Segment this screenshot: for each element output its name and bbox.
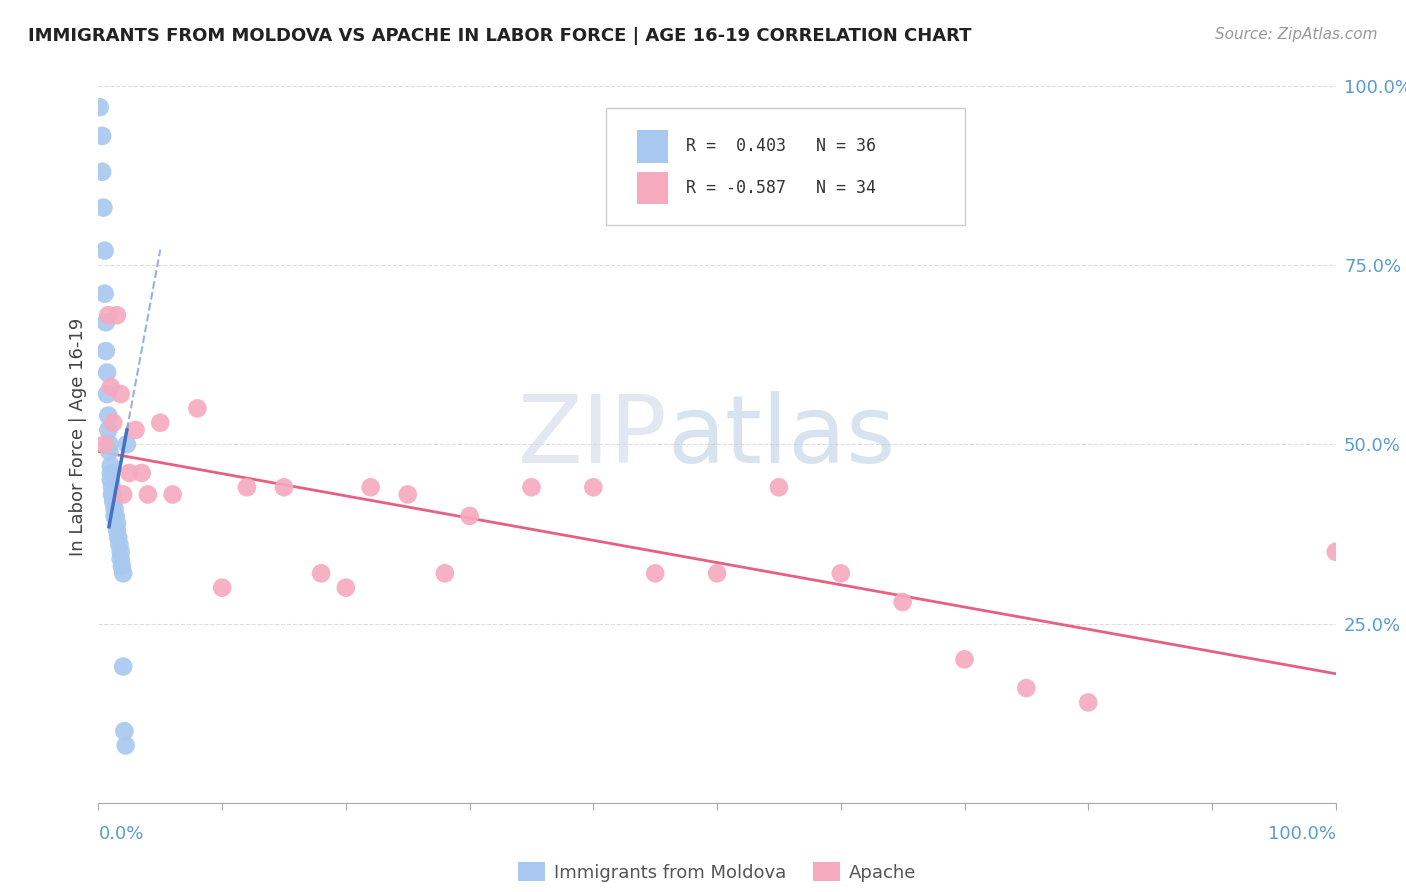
Point	[211, 581, 233, 595]
Text: 100.0%: 100.0%	[1268, 825, 1336, 843]
Point	[110, 552, 132, 566]
Point	[103, 487, 125, 501]
Point	[107, 531, 129, 545]
Point	[103, 508, 125, 523]
Point	[953, 652, 976, 666]
Point	[110, 545, 132, 559]
Text: R =  0.403   N = 36: R = 0.403 N = 36	[686, 137, 876, 155]
Point	[96, 366, 118, 380]
Point	[97, 308, 120, 322]
Point	[100, 473, 122, 487]
Point	[644, 566, 666, 581]
Point	[136, 487, 159, 501]
Point	[111, 559, 134, 574]
Point	[309, 566, 332, 581]
Point	[458, 508, 481, 523]
Point	[103, 501, 125, 516]
Text: IMMIGRANTS FROM MOLDOVA VS APACHE IN LABOR FORCE | AGE 16-19 CORRELATION CHART: IMMIGRANTS FROM MOLDOVA VS APACHE IN LAB…	[28, 27, 972, 45]
Legend: Immigrants from Moldova, Apache: Immigrants from Moldova, Apache	[510, 855, 924, 888]
Point	[360, 480, 382, 494]
Point	[891, 595, 914, 609]
Point	[105, 308, 128, 322]
Point	[98, 437, 121, 451]
Point	[582, 480, 605, 494]
Point	[93, 244, 115, 258]
Point	[91, 165, 114, 179]
Point	[103, 494, 125, 508]
FancyBboxPatch shape	[606, 108, 965, 225]
Point	[1015, 681, 1038, 695]
Point	[94, 344, 117, 359]
Point	[273, 480, 295, 494]
Point	[112, 724, 135, 739]
Point	[96, 387, 118, 401]
Point	[91, 128, 114, 143]
Point	[335, 581, 357, 595]
Point	[112, 659, 135, 673]
Point	[131, 466, 153, 480]
Y-axis label: In Labor Force | Age 16-19: In Labor Force | Age 16-19	[69, 318, 87, 557]
Point	[236, 480, 259, 494]
Point	[93, 286, 115, 301]
FancyBboxPatch shape	[637, 171, 668, 204]
Point	[101, 487, 124, 501]
Text: ZIP: ZIP	[517, 391, 668, 483]
Point	[706, 566, 728, 581]
Point	[103, 416, 125, 430]
Point	[101, 480, 124, 494]
Point	[100, 380, 122, 394]
Point	[104, 508, 127, 523]
Point	[98, 444, 121, 458]
Point	[110, 387, 132, 401]
Point	[97, 423, 120, 437]
Text: Source: ZipAtlas.com: Source: ZipAtlas.com	[1215, 27, 1378, 42]
Text: R = -0.587   N = 34: R = -0.587 N = 34	[686, 179, 876, 197]
Point	[124, 423, 146, 437]
Point	[94, 315, 117, 329]
Point	[186, 401, 208, 416]
Point	[396, 487, 419, 501]
FancyBboxPatch shape	[637, 130, 668, 162]
Point	[149, 416, 172, 430]
Point	[93, 201, 115, 215]
Point	[1324, 545, 1347, 559]
Point	[768, 480, 790, 494]
Point	[105, 524, 128, 538]
Point	[830, 566, 852, 581]
Point	[93, 437, 115, 451]
Point	[89, 100, 111, 114]
Point	[105, 516, 128, 530]
Point	[520, 480, 543, 494]
Point	[118, 466, 141, 480]
Point	[97, 409, 120, 423]
Point	[115, 437, 138, 451]
Point	[1077, 695, 1099, 709]
Point	[100, 458, 122, 473]
Point	[162, 487, 184, 501]
Point	[112, 487, 135, 501]
Point	[100, 466, 122, 480]
Point	[114, 739, 136, 753]
Text: atlas: atlas	[668, 391, 896, 483]
Point	[108, 538, 131, 552]
Text: 0.0%: 0.0%	[98, 825, 143, 843]
Point	[433, 566, 456, 581]
Point	[112, 566, 135, 581]
